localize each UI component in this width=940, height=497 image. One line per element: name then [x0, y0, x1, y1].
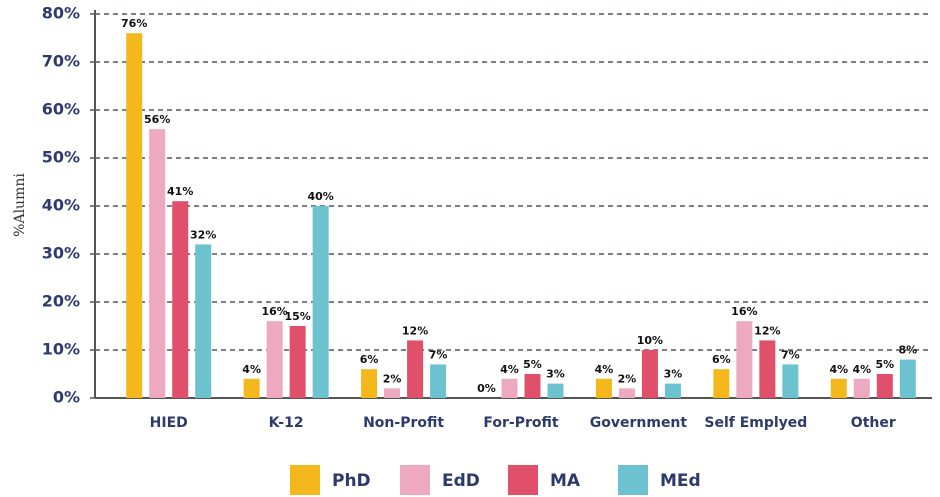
y-tick-label: 50%: [42, 148, 80, 167]
value-label: 5%: [875, 358, 894, 371]
value-label: 41%: [167, 185, 193, 198]
bar: [126, 33, 143, 398]
legend-swatch: [290, 465, 320, 495]
value-label: 7%: [781, 348, 800, 361]
value-label: 2%: [383, 372, 402, 385]
bar: [664, 383, 681, 398]
bar: [595, 378, 612, 398]
bar: [407, 340, 424, 398]
x-tick-label: K-12: [269, 415, 304, 431]
y-tick-label: 0%: [53, 388, 80, 407]
y-axis-title: %Alumni: [12, 173, 28, 237]
bar: [736, 321, 753, 398]
bar: [547, 383, 564, 398]
bar: [384, 388, 401, 398]
x-tick-label: For-Profit: [483, 415, 558, 431]
x-tick-label: Non-Profit: [363, 415, 444, 431]
value-label: 4%: [852, 363, 871, 376]
value-label: 4%: [500, 363, 519, 376]
legend-swatch: [618, 465, 648, 495]
value-label: 4%: [242, 363, 261, 376]
y-tick-label: 20%: [42, 292, 80, 311]
bar: [243, 378, 260, 398]
value-label: 56%: [144, 113, 170, 126]
value-label: 7%: [429, 348, 448, 361]
value-label: 76%: [121, 17, 147, 30]
x-tick-label: HIED: [150, 415, 188, 431]
value-label: 5%: [523, 358, 542, 371]
bar: [618, 388, 635, 398]
x-tick-label: Other: [851, 415, 896, 431]
bar: [172, 201, 189, 398]
bar: [830, 378, 847, 398]
value-label: 4%: [595, 363, 614, 376]
legend-swatch: [400, 465, 430, 495]
legend-label: EdD: [442, 471, 480, 491]
value-label: 4%: [829, 363, 848, 376]
value-label: 10%: [637, 334, 663, 347]
y-tick-label: 80%: [42, 4, 80, 23]
value-label: 40%: [307, 190, 333, 203]
value-label: 3%: [546, 368, 565, 381]
value-label: 3%: [664, 368, 683, 381]
x-tick-label: Self Emplyed: [704, 415, 807, 431]
bar: [641, 350, 658, 398]
y-tick-label: 30%: [42, 244, 80, 263]
value-label: 2%: [618, 372, 637, 385]
value-label: 15%: [284, 310, 310, 323]
bar: [853, 378, 870, 398]
bar: [149, 129, 166, 398]
value-label: 6%: [712, 353, 731, 366]
bar: [289, 326, 306, 398]
value-label: 16%: [261, 305, 287, 318]
legend-label: MA: [550, 471, 581, 491]
y-tick-label: 60%: [42, 100, 80, 119]
value-label: 0%: [477, 382, 496, 395]
value-label: 8%: [898, 344, 917, 357]
legend-label: MEd: [660, 471, 701, 491]
y-tick-label: 40%: [42, 196, 80, 215]
x-tick-label: Government: [590, 415, 688, 431]
value-label: 16%: [731, 305, 757, 318]
y-tick-label: 70%: [42, 52, 80, 71]
bar: [430, 364, 447, 398]
bar: [501, 378, 518, 398]
bar: [312, 206, 329, 398]
bar: [782, 364, 799, 398]
bar: [899, 359, 916, 398]
value-label: 32%: [190, 228, 216, 241]
bar: [195, 244, 212, 398]
value-label: 12%: [402, 324, 428, 337]
value-label: 6%: [360, 353, 379, 366]
legend-swatch: [508, 465, 538, 495]
bar: [713, 369, 730, 398]
bar: [759, 340, 776, 398]
bar: [266, 321, 283, 398]
bar: [524, 374, 541, 398]
legend-label: PhD: [332, 471, 371, 491]
bar: [361, 369, 378, 398]
bar: [876, 374, 893, 398]
value-label: 12%: [754, 324, 780, 337]
y-tick-label: 10%: [42, 340, 80, 359]
